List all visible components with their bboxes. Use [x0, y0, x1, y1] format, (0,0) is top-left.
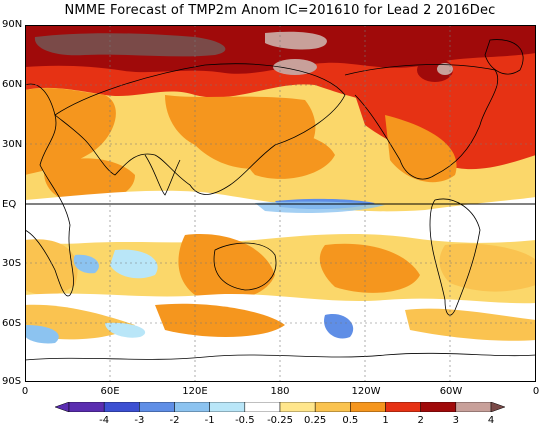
lon-label-0: 0	[21, 386, 29, 397]
colorbar-min-arrow	[55, 402, 70, 412]
colorbar-tick-label: 4	[487, 415, 495, 426]
lat-label-90n: 90N	[2, 19, 23, 30]
lon-label-180: 180	[270, 386, 290, 397]
lon-label-120w: 120W	[351, 386, 381, 397]
colorbar-tick-label: -0.5	[235, 415, 255, 426]
colorbar-max-arrow	[490, 402, 505, 412]
chart-title: NMME Forecast of TMP2m Anom IC=201610 fo…	[64, 3, 496, 18]
lat-label-60n: 60N	[2, 79, 23, 90]
anomaly-shading	[25, 25, 536, 382]
colorbar-tick-label: -2	[169, 415, 180, 426]
coastlines	[25, 39, 536, 361]
lon-label-0-east: 0	[532, 386, 540, 397]
colorbar-tick-label: 0.5	[342, 415, 359, 426]
colorbar-tick-label: 3	[452, 415, 460, 426]
colorbar-segment	[209, 402, 246, 412]
colorbar-tick-label: -4	[99, 415, 110, 426]
lon-label-60e: 60E	[100, 386, 120, 397]
lon-label-60w: 60W	[439, 386, 463, 397]
colorbar-segment	[455, 402, 492, 412]
graticule	[25, 25, 536, 382]
colorbar-tick-label: 2	[417, 415, 424, 426]
colorbar-tick-label: -3	[134, 415, 145, 426]
colorbar-segment	[350, 402, 386, 412]
colorbar	[55, 402, 505, 412]
lat-label-90s: 90S	[2, 376, 22, 387]
colorbar-segment	[420, 402, 457, 412]
lat-label-60s: 60S	[2, 318, 22, 329]
lat-label-eq: EQ	[2, 199, 17, 210]
lon-label-120e: 120E	[182, 386, 208, 397]
colorbar-segment	[174, 402, 210, 412]
anomaly-map	[25, 25, 536, 382]
colorbar-segment	[103, 402, 140, 412]
colorbar-segment	[314, 402, 351, 412]
colorbar-tick-label: -1	[204, 415, 215, 426]
colorbar-segment	[244, 402, 281, 412]
lat-label-30s: 30S	[2, 258, 22, 269]
colorbar-segment	[279, 402, 316, 412]
colorbar-tick-label: 1	[382, 415, 389, 426]
map-border	[25, 25, 536, 382]
colorbar-segment	[139, 402, 175, 412]
colorbar-segment	[385, 402, 421, 412]
colorbar-tick-label: -0.25	[267, 415, 293, 426]
colorbar-tick-label: 0.25	[304, 415, 327, 426]
colorbar-segment	[68, 402, 105, 412]
lat-label-30n: 30N	[2, 139, 23, 150]
